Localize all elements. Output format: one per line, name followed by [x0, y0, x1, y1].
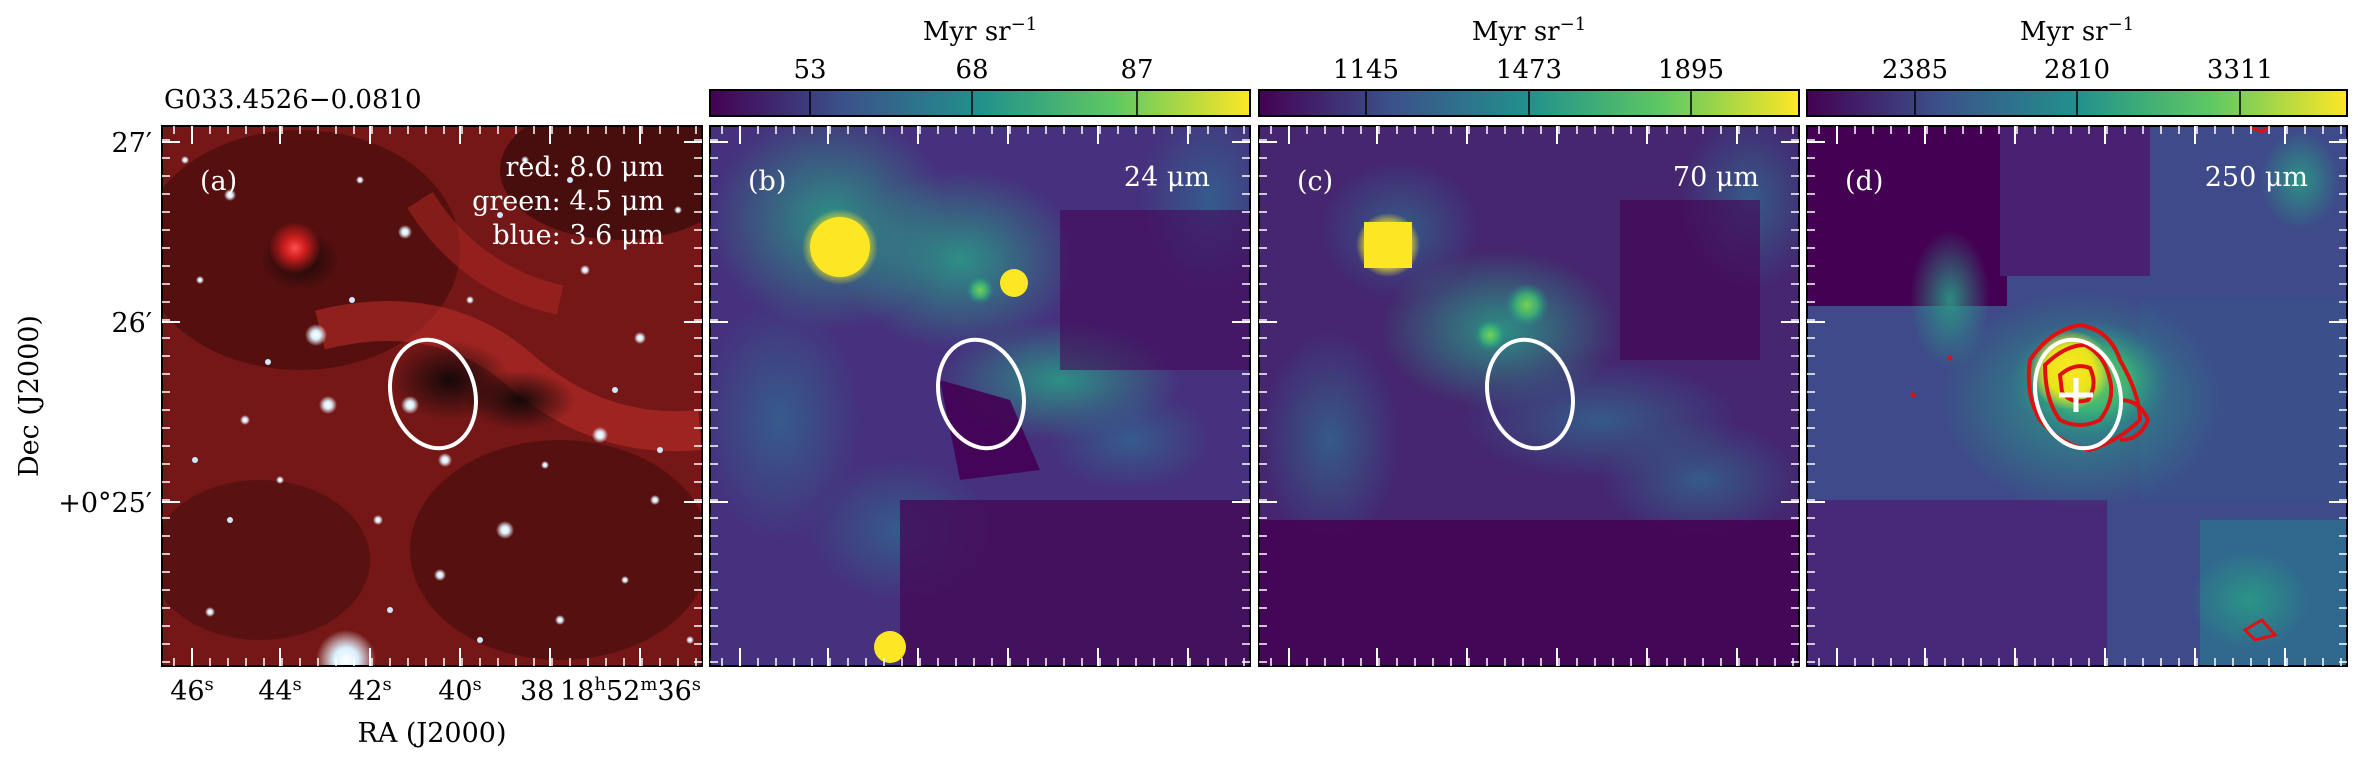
- panel-d-band: 250 μm: [2205, 162, 2308, 193]
- panel-b-letter: (b): [748, 166, 786, 197]
- colorbar-unit: Myr sr−1: [1472, 14, 1586, 47]
- x-tick-label-hms: 18h52m36s: [560, 674, 701, 707]
- contour: [2026, 322, 2143, 453]
- x-tick-label: 38: [520, 676, 554, 707]
- y-axis-label: Dec (J2000): [14, 315, 45, 477]
- panel-c: [1259, 126, 1799, 666]
- panel-a-band-blue: blue: 3.6 μm: [492, 220, 664, 251]
- colorbar-d: Myr sr−1 2385 2810 3311: [1806, 14, 2348, 117]
- panel-a-letter: (a): [200, 166, 237, 197]
- x-tick-label: 42s: [348, 674, 392, 707]
- tick-marks: [162, 126, 2347, 666]
- panel-d: [1807, 126, 2347, 666]
- colorbar-tick-label: 2385: [1882, 55, 1948, 85]
- panel-a-band-green: green: 4.5 μm: [472, 186, 664, 217]
- colorbar-tick-label: 68: [955, 55, 988, 85]
- colorbar-tick-label: 1895: [1658, 55, 1724, 85]
- colorbar-c: Myr sr−1 1145 1473 1895: [1258, 14, 1800, 117]
- contour: [2247, 126, 2271, 134]
- source-ellipse: [388, 337, 478, 451]
- colorbar-tick-label: 1145: [1333, 55, 1399, 85]
- colorbar-b: Myr sr−1 53 68 87: [709, 14, 1251, 117]
- colorbar-tick-label: 3311: [2207, 55, 2273, 85]
- y-tick-label: 27′: [112, 128, 153, 159]
- contour: [2042, 342, 2114, 427]
- panel-c-letter: (c): [1297, 166, 1333, 197]
- y-tick-label: 26′: [112, 308, 153, 339]
- contour: [2057, 364, 2096, 404]
- colorbar-tick-label: 87: [1120, 55, 1153, 85]
- x-axis-label: RA (J2000): [357, 718, 506, 749]
- y-tick-label: +0°25′: [58, 488, 152, 519]
- x-tick-label: 40s: [438, 674, 482, 707]
- panel-c-band: 70 μm: [1673, 162, 1759, 193]
- colorbar-unit: Myr sr−1: [2020, 14, 2134, 47]
- panel-a-band-red: red: 8.0 μm: [505, 152, 664, 183]
- source-name: G033.4526−0.0810: [164, 85, 422, 115]
- panel-d-letter: (d): [1845, 166, 1883, 197]
- colorbar-unit: Myr sr−1: [923, 14, 1037, 47]
- panel-a: [162, 126, 702, 666]
- colorbar-tick-label: 1473: [1496, 55, 1562, 85]
- colorbar-tick-label: 53: [793, 55, 826, 85]
- contour: [2119, 398, 2151, 442]
- source-ellipse: [1485, 337, 1575, 451]
- source-ellipse: [2033, 337, 2123, 451]
- colorbar-tick-label: 2810: [2044, 55, 2110, 85]
- source-ellipse: [936, 337, 1026, 451]
- contour: [2242, 618, 2278, 642]
- x-tick-label: 44s: [258, 674, 302, 707]
- panel-b: [710, 126, 1250, 666]
- panel-b-band: 24 μm: [1124, 162, 1210, 193]
- x-tick-label: 46s: [170, 674, 214, 707]
